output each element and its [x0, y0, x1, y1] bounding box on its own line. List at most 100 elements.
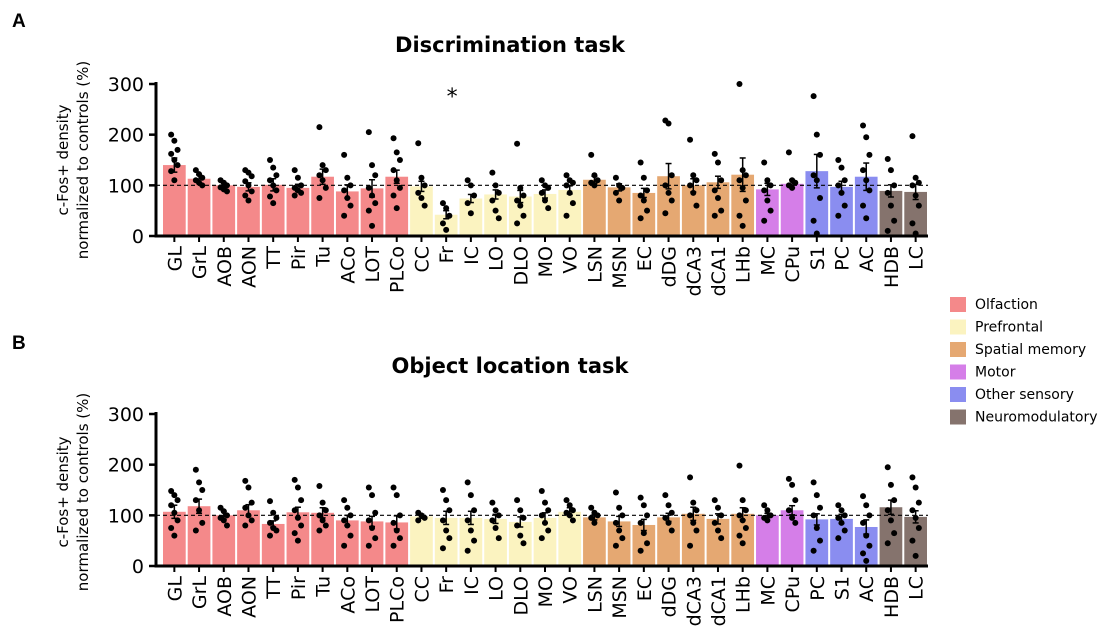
data-point — [714, 504, 721, 511]
data-point — [489, 169, 496, 176]
data-point — [736, 212, 743, 219]
x-tick-label-mo-b: MO — [535, 576, 557, 607]
data-point — [644, 207, 651, 214]
data-point — [569, 179, 576, 186]
data-point — [538, 488, 545, 495]
data-point — [718, 207, 725, 214]
data-point — [690, 499, 697, 506]
data-point — [668, 509, 675, 516]
data-point — [517, 184, 524, 191]
data-point — [884, 227, 891, 234]
data-point — [365, 517, 372, 524]
data-point — [196, 479, 203, 486]
legend-item-spatial-memory: Spatial memory — [950, 342, 1086, 358]
data-point — [489, 499, 496, 506]
data-point — [168, 150, 175, 157]
data-point — [520, 212, 527, 219]
bar-dlo-b — [508, 521, 532, 566]
x-tick-label-pc-b: PC — [807, 576, 829, 601]
data-point — [273, 514, 280, 521]
points-cpu-b — [785, 475, 799, 526]
bar-mc-a — [756, 189, 779, 236]
points-gl-b — [168, 488, 181, 539]
data-point — [538, 535, 545, 542]
x-tick-label-vo-a: VO — [560, 246, 582, 274]
data-point — [443, 205, 450, 212]
data-point — [545, 205, 552, 212]
x-tick-label-dlo-b: DLO — [510, 576, 532, 616]
data-point — [171, 137, 178, 144]
bar-pir-a — [286, 187, 310, 236]
points-dca1-b — [711, 497, 725, 542]
data-point — [439, 487, 446, 493]
data-point — [393, 492, 400, 499]
bar-msn-b — [607, 521, 631, 566]
bar-cpu-a — [780, 183, 804, 236]
data-point — [644, 512, 651, 519]
data-point — [294, 537, 301, 544]
data-point — [446, 212, 453, 219]
data-point — [365, 207, 372, 214]
data-point — [761, 502, 768, 509]
x-tick-label-msn-b: MSN — [609, 576, 631, 619]
data-point — [396, 184, 403, 191]
data-point — [835, 157, 842, 163]
points-ac-a — [860, 122, 873, 222]
data-point — [637, 547, 644, 554]
data-point — [443, 497, 450, 504]
data-point — [841, 527, 848, 534]
data-point — [174, 146, 181, 153]
points-s1-a — [810, 93, 824, 237]
data-point — [640, 197, 647, 204]
data-point — [471, 507, 478, 514]
data-point — [270, 164, 277, 171]
data-point — [690, 172, 697, 179]
bar-pc-a — [830, 186, 853, 236]
x-tick-label-lsn-a: LSN — [584, 246, 606, 283]
points-hdb-b — [884, 464, 898, 547]
data-point — [294, 174, 301, 181]
data-point — [764, 507, 771, 514]
data-point — [616, 527, 623, 534]
data-point — [588, 504, 595, 511]
x-tick-label-lo-a: LO — [486, 246, 508, 271]
data-point — [668, 172, 675, 179]
bar-lhb-a — [731, 174, 755, 236]
data-point — [245, 484, 252, 491]
data-point — [863, 557, 870, 564]
data-point — [520, 192, 527, 199]
data-point — [637, 519, 644, 526]
data-point — [273, 187, 280, 194]
x-tick-label-mc-a: MC — [757, 246, 779, 276]
bar-lsn-b — [583, 517, 606, 566]
data-point — [316, 195, 323, 201]
y-axis-label-b: c-Fos+ density normalized to controls (%) — [54, 393, 92, 591]
data-point — [298, 497, 305, 504]
y-tick-label-200-a: 200 — [108, 125, 144, 147]
data-point — [792, 519, 799, 526]
x-tick-label-pir-a: Pir — [288, 246, 310, 270]
x-tick-label-lo-b: LO — [486, 576, 508, 601]
x-tick-label-ec-a: EC — [634, 246, 656, 271]
data-point — [439, 517, 446, 524]
data-point — [322, 184, 329, 191]
x-tick-label-hdb-a: HDB — [881, 246, 903, 288]
x-tick-label-lsn-b: LSN — [584, 576, 606, 613]
data-point — [517, 532, 524, 539]
data-point — [687, 474, 694, 481]
data-point — [266, 177, 273, 184]
data-point — [369, 492, 376, 499]
x-tick-label-dca1-b: dCA1 — [708, 576, 730, 626]
points-dca3-a — [687, 136, 700, 209]
data-point — [838, 189, 845, 196]
error-bar-cpu-b — [789, 504, 796, 516]
points-vo-a — [563, 172, 576, 219]
data-point — [860, 202, 867, 209]
data-point — [810, 547, 817, 554]
data-point — [294, 484, 301, 491]
data-point — [563, 212, 570, 219]
data-point — [591, 172, 598, 179]
data-point — [761, 187, 768, 194]
data-point — [248, 517, 255, 524]
bar-grl-a — [187, 178, 211, 236]
